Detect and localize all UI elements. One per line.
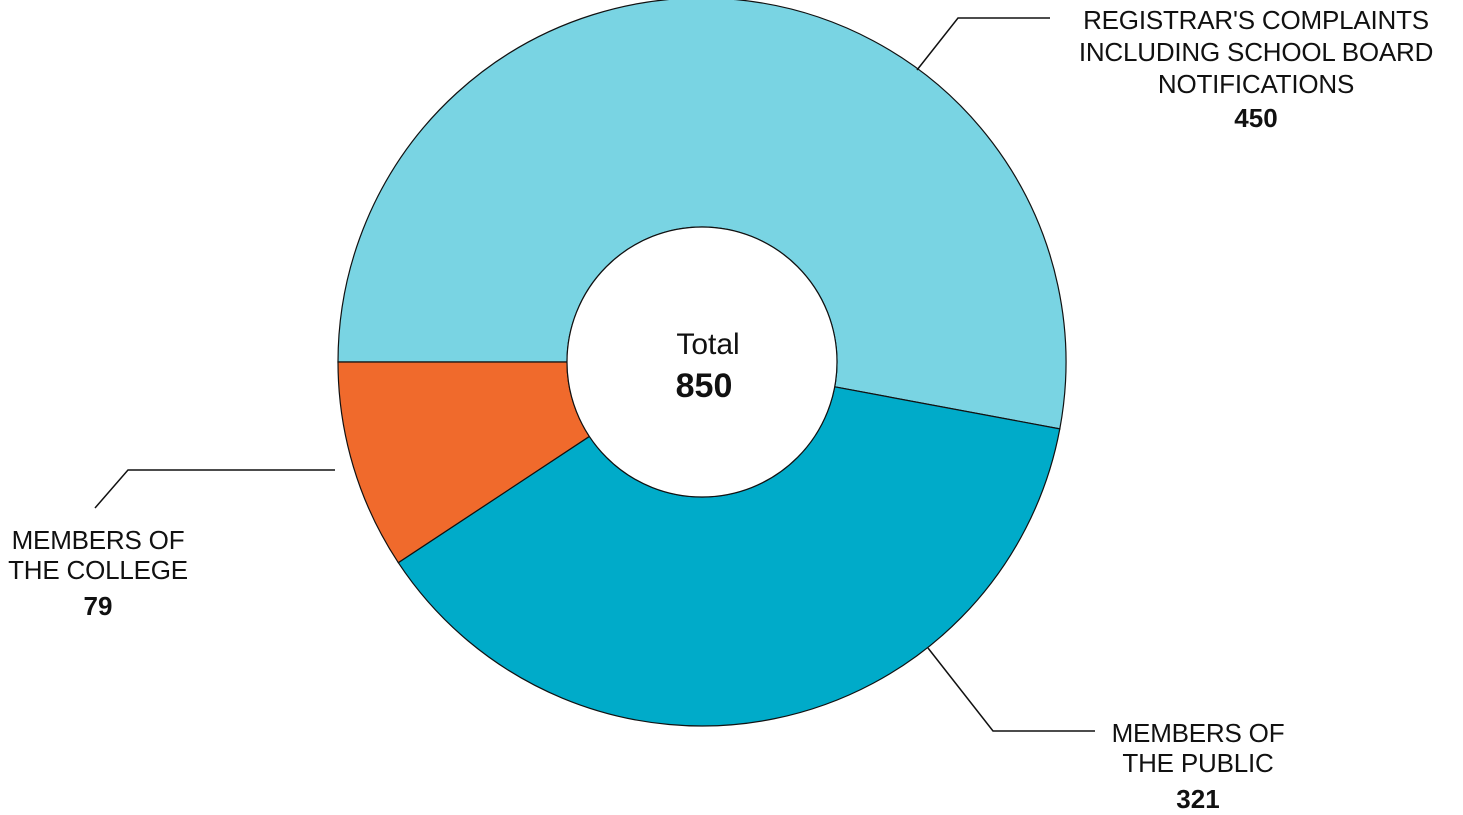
slice-label-0-line-0: REGISTRAR'S COMPLAINTS bbox=[1083, 5, 1429, 35]
slice-label-2-line-0: MEMBERS OF bbox=[12, 525, 185, 555]
center-total-value: 850 bbox=[676, 367, 733, 405]
slice-label-0-line-2: NOTIFICATIONS bbox=[1158, 69, 1354, 99]
slice-value-1: 321 bbox=[1176, 784, 1219, 814]
center-label: Total bbox=[676, 328, 739, 361]
slice-label-2-line-1: THE COLLEGE bbox=[8, 555, 188, 585]
slice-value-2: 79 bbox=[84, 591, 113, 621]
leader-line-1 bbox=[927, 647, 1095, 732]
leader-line-2 bbox=[94, 469, 335, 509]
donut-slices bbox=[337, 0, 1067, 727]
leader-line-0 bbox=[916, 17, 1050, 71]
donut-hole bbox=[566, 226, 838, 498]
slice-value-0: 450 bbox=[1234, 103, 1277, 133]
slice-label-1-line-1: THE PUBLIC bbox=[1122, 748, 1273, 778]
slice-label-0-line-1: INCLUDING SCHOOL BOARD bbox=[1079, 37, 1433, 67]
slice-label-1-line-0: MEMBERS OF bbox=[1112, 718, 1285, 748]
